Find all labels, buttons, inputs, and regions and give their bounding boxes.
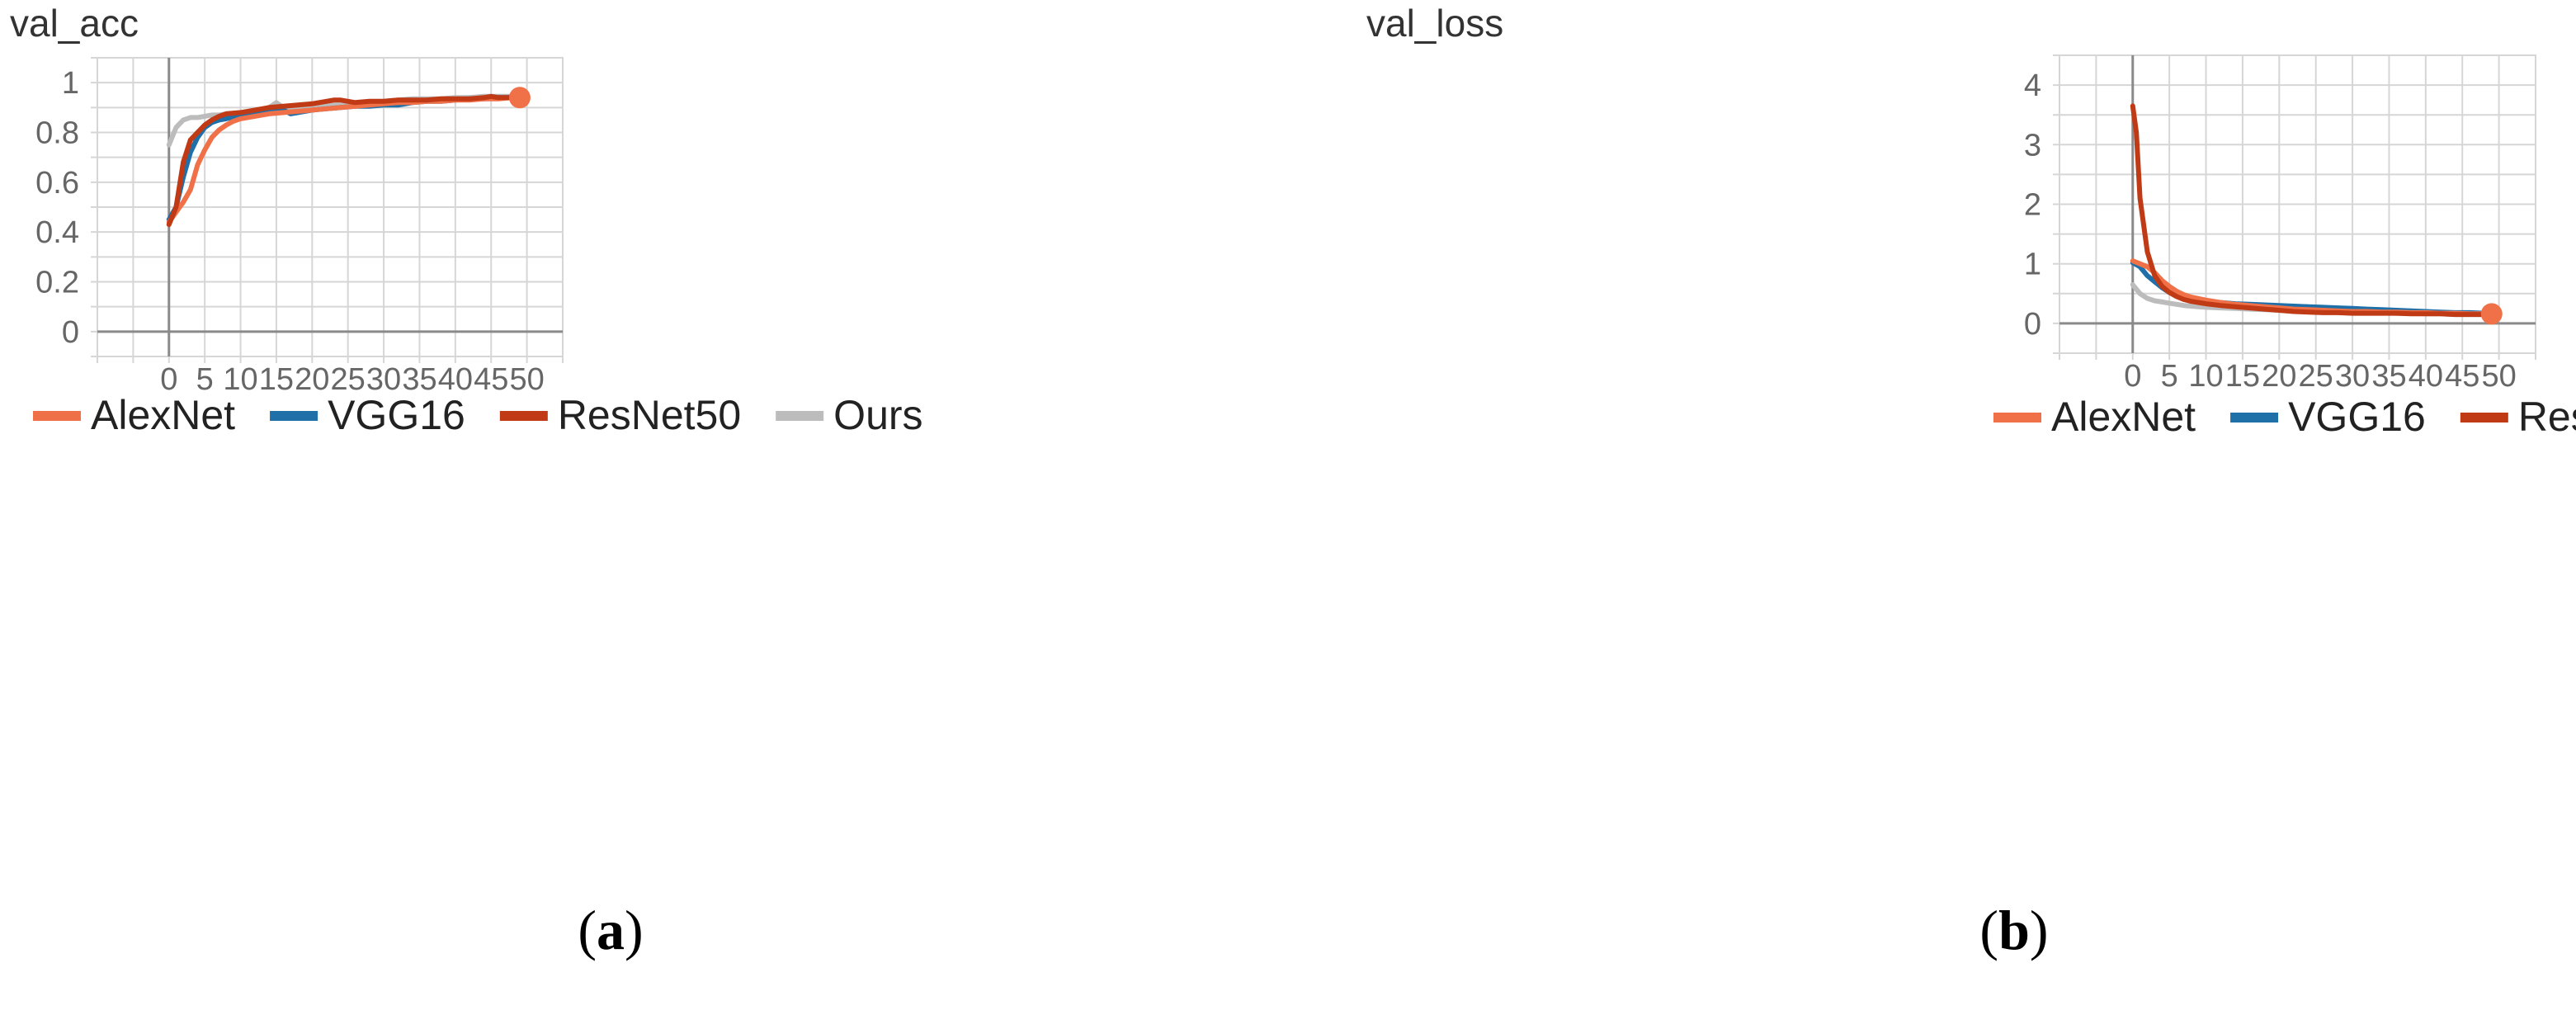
x-tick-label: 30 bbox=[366, 362, 401, 397]
x-tick-label: 15 bbox=[259, 362, 294, 397]
y-tick-label: 0.4 bbox=[35, 215, 79, 250]
x-tick-label: 20 bbox=[2262, 359, 2296, 394]
x-tick-label: 20 bbox=[295, 362, 329, 397]
legend-label-alexnet: AlexNet bbox=[91, 392, 235, 438]
chart-title: val_acc bbox=[10, 2, 139, 45]
x-tick-label: 10 bbox=[223, 362, 257, 397]
legend-label-ours: Ours bbox=[833, 392, 922, 438]
y-tick-label: 1 bbox=[62, 66, 79, 101]
x-tick-label: 40 bbox=[2409, 359, 2443, 394]
x-tick-label: 50 bbox=[2481, 359, 2516, 394]
series-line-resnet50 bbox=[166, 93, 522, 228]
panel-caption-letter: b bbox=[1998, 899, 2030, 961]
x-tick-label: 15 bbox=[2225, 359, 2260, 394]
x-tick-label: 35 bbox=[402, 362, 436, 397]
plot-border bbox=[97, 57, 564, 357]
y-tick-label: 1 bbox=[2024, 248, 2041, 282]
axis-layer bbox=[97, 58, 563, 356]
x-tick-label: 40 bbox=[438, 362, 473, 397]
legend-label-resnet50: ResNet50 bbox=[558, 392, 741, 438]
series-layer bbox=[2130, 103, 2494, 318]
y-tick-label: 0 bbox=[62, 315, 79, 350]
series-layer bbox=[166, 93, 522, 228]
x-tick-label: 0 bbox=[160, 362, 177, 397]
endpoint-marker bbox=[508, 87, 531, 109]
legend-label-vgg16: VGG16 bbox=[2288, 394, 2426, 440]
y-tick-label: 0.2 bbox=[35, 266, 79, 300]
x-tick-label: 5 bbox=[2161, 359, 2178, 394]
x-tick-label: 35 bbox=[2371, 359, 2406, 394]
panel-caption: (b) bbox=[1979, 899, 2048, 961]
marker-layer bbox=[2480, 303, 2503, 325]
y-tick-label: 0.8 bbox=[35, 116, 79, 151]
x-tick-label: 30 bbox=[2335, 359, 2370, 394]
x-tick-label: 25 bbox=[331, 362, 366, 397]
legend-label-vgg16: VGG16 bbox=[328, 392, 465, 438]
chart-panel-b: val_loss 0 5 10 15 20 25 30 35 40 45 50 0 1 2 3 4 AlexN… bbox=[1288, 0, 2576, 1015]
legend-label-resnet50: ResNet50 bbox=[2518, 394, 2576, 440]
legend: AlexNet VGG16 ResNet50 Ours bbox=[33, 392, 923, 438]
chart-title: val_loss bbox=[1366, 2, 1503, 45]
chart-panel-a: val_acc 0 5 10 15 20 25 30 35 40 45 50 0 0.2 0.4 0.6 0.… bbox=[10, 2, 923, 961]
x-tick-label: 10 bbox=[2188, 359, 2223, 394]
x-tick-label: 0 bbox=[2124, 359, 2141, 394]
series-line-resnet50 bbox=[2130, 103, 2494, 318]
endpoint-marker bbox=[2480, 303, 2503, 325]
panel-caption-letter: a bbox=[597, 899, 625, 961]
plot-border bbox=[2059, 54, 2536, 354]
val-acc-chart: val_acc 0 5 10 15 20 25 30 35 40 45 5000.20.40.60.… bbox=[10, 2, 923, 961]
x-tick-label: 50 bbox=[509, 362, 544, 397]
marker-layer bbox=[508, 87, 531, 109]
legend-label-alexnet: AlexNet bbox=[2051, 394, 2196, 440]
x-tick-label: 25 bbox=[2299, 359, 2333, 394]
y-tick-label: 3 bbox=[2024, 128, 2041, 163]
x-tick-label: 45 bbox=[474, 362, 508, 397]
y-tick-label: 2 bbox=[2024, 188, 2041, 223]
x-tick-label: 5 bbox=[196, 362, 214, 397]
panel-caption: (a) bbox=[578, 899, 643, 961]
x-tick-label: 45 bbox=[2445, 359, 2479, 394]
y-tick-label: 0 bbox=[2024, 307, 2041, 342]
y-tick-label: 0.6 bbox=[35, 166, 79, 201]
y-tick-label: 4 bbox=[2024, 68, 2041, 103]
